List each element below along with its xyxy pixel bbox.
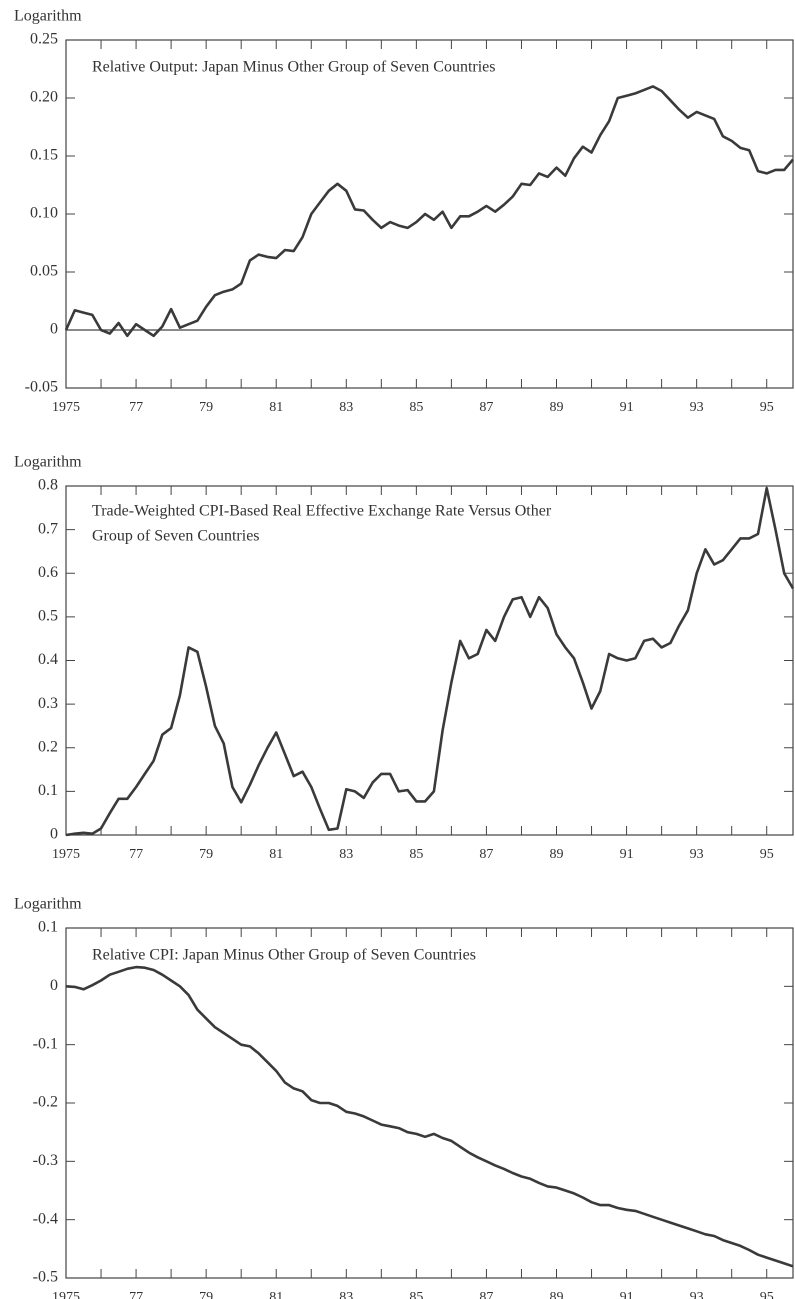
y-tick-label: 0: [50, 826, 58, 843]
x-tick-label: 93: [690, 847, 704, 862]
x-tick-label: 81: [269, 400, 283, 415]
y-tick-label: -0.2: [33, 1094, 58, 1111]
y-tick-label: 0.1: [38, 782, 58, 799]
chart-title: Group of Seven Countries: [92, 528, 260, 545]
y-tick-label: 0: [50, 977, 58, 994]
line: [65, 486, 795, 837]
x-tick-label: 1975: [52, 847, 80, 862]
chart-title: Relative Output: Japan Minus Other Group…: [92, 59, 496, 76]
x-tick-label: 85: [409, 400, 423, 415]
y-tick-label: 0: [50, 321, 58, 338]
x-tick-label: 79: [199, 400, 213, 415]
y-tick-label: 0.20: [30, 89, 58, 106]
x-tick-label: 87: [479, 400, 493, 415]
chart-title: Trade-Weighted CPI-Based Real Effective …: [92, 503, 552, 520]
x-tick-label: 81: [269, 1290, 283, 1299]
x-tick-label: 89: [550, 847, 564, 862]
x-tick-label: 83: [339, 847, 353, 862]
line: [64, 85, 794, 338]
y-tick-label: -0.05: [25, 379, 58, 396]
axis-title: Logarithm: [14, 896, 82, 913]
y-tick-label: 0.5: [38, 608, 58, 625]
y-tick-label: 0.25: [30, 31, 58, 48]
y-tick-label: 0.7: [38, 520, 58, 537]
axis-title: Logarithm: [14, 454, 82, 471]
x-tick-label: 89: [550, 400, 564, 415]
x-tick-label: 93: [690, 1290, 704, 1299]
y-tick-label: 0.3: [38, 695, 58, 712]
x-tick-label: 91: [620, 1290, 634, 1299]
y-tick-label: 0.8: [38, 477, 58, 494]
x-tick-label: 83: [339, 400, 353, 415]
x-tick-label: 89: [550, 1290, 564, 1299]
x-tick-label: 85: [409, 847, 423, 862]
line: [65, 965, 794, 1268]
x-tick-label: 91: [620, 847, 634, 862]
x-tick-label: 95: [760, 1290, 774, 1299]
y-tick-label: 0.05: [30, 263, 58, 280]
x-tick-label: 77: [129, 847, 143, 862]
axis-title: Logarithm: [14, 8, 82, 25]
x-tick-label: 91: [620, 400, 634, 415]
x-tick-label: 79: [199, 847, 213, 862]
x-tick-label: 93: [690, 400, 704, 415]
x-tick-label: 87: [479, 1290, 493, 1299]
y-tick-label: -0.5: [33, 1269, 58, 1286]
y-tick-label: -0.4: [33, 1210, 58, 1227]
y-tick-label: 0.6: [38, 564, 58, 581]
y-tick-label: -0.3: [33, 1152, 58, 1169]
plot-frame: [65, 39, 794, 389]
chart-title: Relative CPI: Japan Minus Other Group of…: [92, 947, 476, 964]
x-tick-label: 79: [199, 1290, 213, 1299]
plot-frame: [65, 927, 794, 1279]
x-tick-label: 95: [760, 400, 774, 415]
y-tick-label: -0.1: [33, 1035, 58, 1052]
y-tick-label: 0.4: [38, 651, 58, 668]
x-tick-label: 81: [269, 847, 283, 862]
x-tick-label: 83: [339, 1290, 353, 1299]
x-tick-label: 1975: [52, 400, 80, 415]
x-tick-label: 87: [479, 847, 493, 862]
x-tick-label: 85: [409, 1290, 423, 1299]
y-tick-label: 0.2: [38, 738, 58, 755]
x-tick-label: 95: [760, 847, 774, 862]
y-tick-label: 0.1: [38, 919, 58, 936]
x-tick-label: 77: [129, 1290, 143, 1299]
x-tick-label: 77: [129, 400, 143, 415]
y-tick-label: 0.15: [30, 147, 58, 164]
x-tick-label: 1975: [52, 1290, 80, 1299]
y-tick-label: 0.10: [30, 205, 58, 222]
